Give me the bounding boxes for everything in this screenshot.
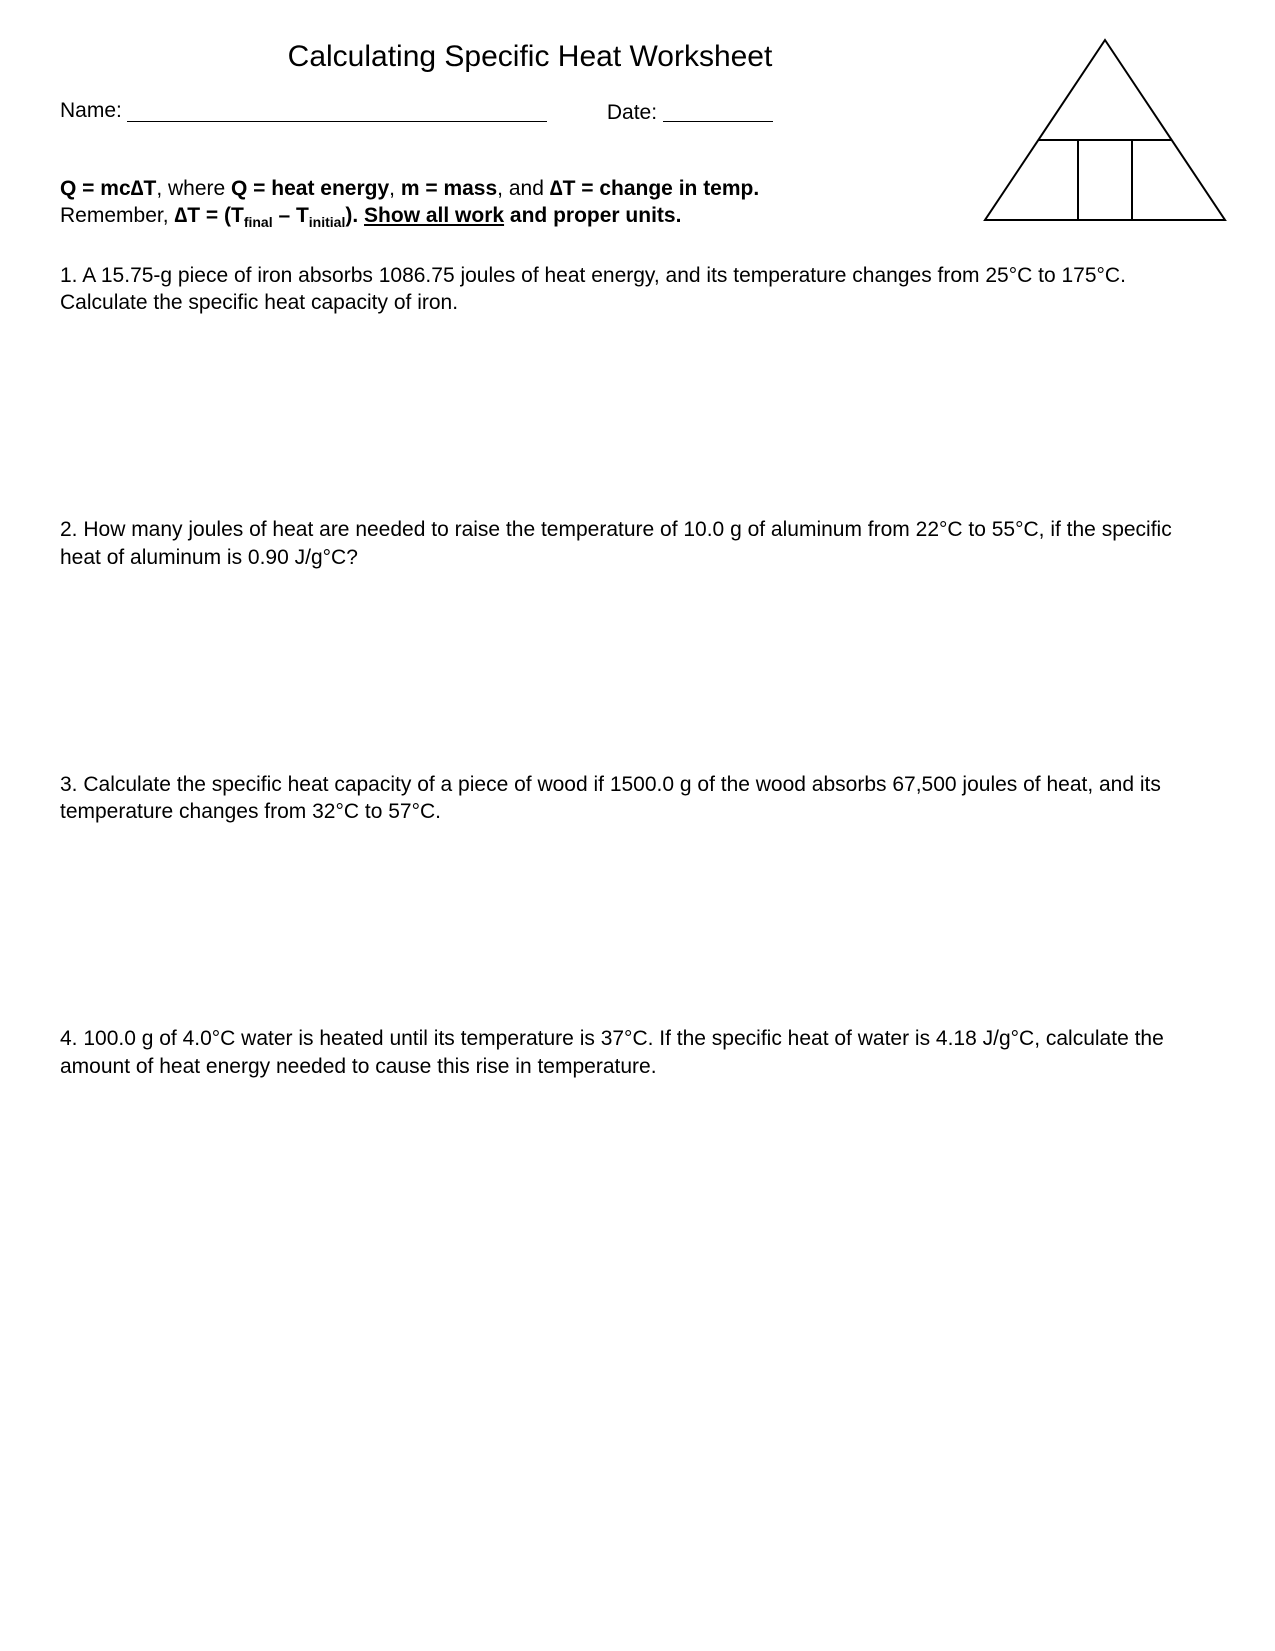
work-space-3 [60, 845, 1215, 1025]
question-1: 1. A 15.75-g piece of iron absorbs 1086.… [60, 262, 1215, 317]
formula-units: and proper units. [504, 204, 681, 227]
date-label: Date: [607, 101, 657, 124]
formula-delta2: ∆ [550, 177, 563, 200]
date-section: Date: [607, 99, 773, 125]
formula-section: Q = mc∆T, where Q = heat energy, m = mas… [60, 175, 840, 232]
formula-final: final [244, 214, 273, 230]
date-blank[interactable] [663, 102, 773, 122]
work-space-2 [60, 591, 1215, 771]
formula-dtdef: T = change in temp. [563, 177, 760, 200]
formula-t1: T [143, 177, 156, 200]
name-label: Name: [60, 99, 122, 125]
question-2: 2. How many joules of heat are needed to… [60, 516, 1215, 571]
formula-delta3: ∆ [174, 204, 187, 227]
work-space-1 [60, 336, 1215, 516]
formula-qdef: Q = heat energy [231, 177, 389, 200]
formula-and: , and [497, 177, 550, 200]
formula-remember: Remember, [60, 204, 174, 227]
question-4: 4. 100.0 g of 4.0°C water is heated unti… [60, 1025, 1215, 1080]
formula-showwork: Show all work [364, 204, 504, 227]
formula-eq: Q = mc [60, 177, 131, 200]
worksheet-title: Calculating Specific Heat Worksheet [230, 40, 830, 74]
question-3: 3. Calculate the specific heat capacity … [60, 771, 1215, 826]
formula-minus: – T [273, 204, 309, 227]
name-blank[interactable] [127, 102, 547, 122]
triangle-diagram [980, 35, 1230, 225]
formula-mdef: m = mass [401, 177, 497, 200]
formula-initial: initial [309, 214, 346, 230]
formula-where: , where [156, 177, 231, 200]
formula-delta1: ∆ [131, 177, 144, 200]
formula-dtexp2: ). [345, 204, 364, 227]
formula-dtexp: T = (T [187, 204, 244, 227]
